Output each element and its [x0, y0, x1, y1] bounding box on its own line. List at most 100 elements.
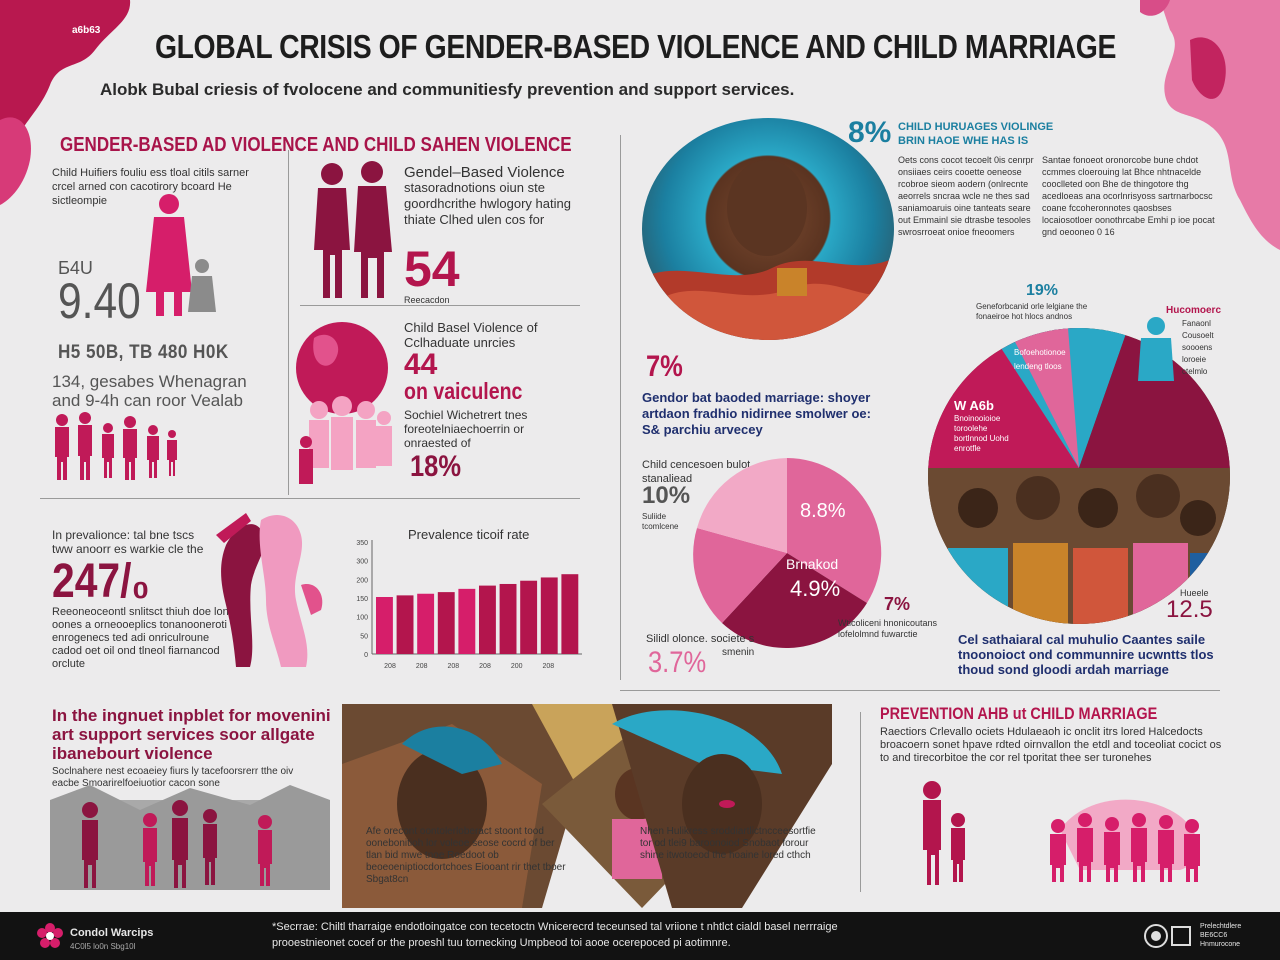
footer-source-1: *Secrrae: Chiltl tharraige endotloingatc…: [272, 921, 838, 933]
circle-pct: 19%: [1026, 282, 1059, 299]
prevention-text: Raectiors Crlevallo ociets Hdulaeaoh ic …: [880, 726, 1222, 764]
gender-marriage-text: Gendor bat baoded marriage: shoyer artda…: [642, 390, 871, 437]
bar-chart-bar: [540, 577, 558, 654]
child-small: Suliide tcomlcene: [642, 512, 679, 531]
bottom-left-text: Soclnahere nest ecoaeiey fiurs ly tacefo…: [52, 766, 294, 789]
bar-chart-x-tick: 208: [479, 663, 491, 670]
crowd-circle-chart: [928, 328, 1230, 624]
cbv-stat: 44: [404, 348, 438, 381]
pie-slice-magenta: [787, 458, 882, 603]
world-map-left-decoration: [0, 0, 131, 205]
circle-bottom-stat: 12.5: [1166, 596, 1213, 623]
women-silhouettes-icon: [216, 513, 323, 667]
footer-bar: [0, 912, 1280, 960]
pie-label-b-word: Brnakod: [786, 556, 839, 572]
portrait-photo-woman: [642, 118, 894, 340]
family-figures-icon: [55, 412, 177, 480]
pie-bottom-pct: 7%: [884, 594, 911, 614]
stat-note: 134, gesabes Whenagran and 9-4h can roor…: [52, 372, 247, 410]
bar-chart-bar: [396, 595, 414, 654]
footer-source-2: prooestnieonet cocef or the proeshl tuu …: [272, 937, 731, 949]
cbv-text: Sochiel Wichetrert tnes foreotelniaechoe…: [404, 408, 528, 450]
bar-chart-x-tick: 200: [511, 663, 523, 670]
circle-right-head: Hucomoerc: [1166, 305, 1222, 316]
bar-chart-y-tick: 0: [364, 652, 368, 659]
pie-label-a: 8.8%: [800, 500, 846, 522]
world-map-right-decoration: [1140, 0, 1280, 250]
bar-chart-bar: [479, 585, 496, 654]
pie-label-b: 4.9%: [790, 576, 841, 601]
stat-label-small: Ƃ4U: [58, 258, 93, 278]
corner-label: a6b63: [72, 25, 101, 36]
section-heading-gbv: GENDER-BASED AD VIOLENCE AND CHILD SAHEN…: [60, 134, 572, 156]
crowd-globe-icon: [296, 322, 392, 484]
cbv-stat-2: 18%: [410, 450, 462, 483]
bar-chart-bar: [561, 574, 579, 654]
footer-right-label: Prelechtdlere BE6CC6 Hnmurocone: [1200, 923, 1242, 948]
stat-row: H5 50B, TB 480 H0K: [58, 342, 229, 363]
pie-bottom-text: Wticoliceni hnonicoutans lofelolmnd fuwa…: [838, 618, 938, 639]
cbv-title: Child Basel Violence of Cclhaduate unrci…: [404, 320, 538, 350]
support-figures-icon: [50, 785, 330, 890]
bar-chart-bar: [417, 593, 435, 654]
pie-slice-dark: [722, 553, 867, 648]
bar-chart-y-tick: 150: [356, 596, 368, 603]
divider-bottom-right: [860, 712, 861, 892]
bar-chart-y-tick: 300: [356, 559, 368, 566]
circle-bottom-label: Hueele: [1180, 588, 1209, 598]
prevalence-stat: 247/₀: [52, 555, 150, 608]
person-icon-teal: [1138, 317, 1174, 381]
circle-mid-text: Bofoehotionoe lendeng tloos: [1014, 348, 1066, 371]
circle-left-label: W A6b: [954, 398, 994, 413]
stat-37-label: Silidl olonce. societe s: [646, 633, 755, 645]
bar-chart-bar: [437, 592, 455, 654]
community-text: Cel sathaiaral cal muhulio Caantes saile…: [958, 632, 1214, 677]
section-left-intro: Child Huifiers fouliu ess tloal citils s…: [52, 167, 249, 207]
gbv-stat: 54: [404, 241, 460, 297]
child-label: Child cencesoen bulot stanaliead: [642, 459, 751, 485]
page-subtitle: Alobk Bubal criesis of fvolocene and com…: [100, 80, 795, 99]
bar-chart-bar: [376, 597, 393, 654]
circle-top-text: Geneforbcanid orle lelgiane the fonaeiro…: [976, 302, 1088, 321]
bar-chart-y-tick: 350: [356, 540, 368, 547]
footer-org-sub: 4C0l5 lo0n Sbg10l: [70, 942, 136, 951]
top-right-text-a: Oets cons cocot tecoelt 0is cenrpr onsii…: [898, 155, 1034, 237]
bar-chart-x-tick: 208: [542, 663, 554, 670]
bar-chart-x-tick: 208: [384, 663, 396, 670]
cbv-stat-word: on vaiculenc: [404, 378, 523, 404]
gbv-stat-caption: Reecacdon: [404, 295, 450, 305]
woman-figure-icon: [146, 194, 216, 316]
prevalence-text-bottom: Reeoneoceontl snlitsct thiuh doe lon oon…: [52, 606, 229, 670]
bar-chart-y-tick: 100: [356, 615, 368, 622]
bar-chart-bar: [520, 580, 538, 654]
gbv-title: Gendel–Based Violence: [404, 164, 565, 181]
gbv-text: stasoradnotions oiun ste goordhcrithe hw…: [404, 180, 571, 227]
prevalence-text-top: In prevalionce: tal bne tscs tww anoorr …: [52, 528, 204, 556]
stat-37: 3.7%: [648, 646, 707, 679]
couple-figures-icon: [314, 161, 392, 298]
prevalence-bar-chart: 350 300 200 150 100 50 0 208 208 208 208 200 208: [356, 540, 582, 670]
bar-chart-x-tick: 208: [447, 663, 459, 670]
seven-pct-stat: 7%: [646, 350, 683, 383]
stat-37-word: smenin: [722, 647, 755, 658]
footer-org-name: Condol Warcips: [70, 927, 154, 939]
page-title: GLOBAL CRISIS OF GENDER-BASED VIOLENCE A…: [155, 28, 1116, 65]
bar-chart-y-tick: 200: [356, 577, 368, 584]
bottom-left-heading: In the ingnuet inpblet for movenini art …: [52, 706, 331, 763]
top-right-text-b: Santae fonoeot oronorcobe bune chdot ccm…: [1042, 155, 1215, 237]
bar-chart-bar: [499, 583, 517, 654]
bar-chart-bar: [458, 588, 476, 654]
prevention-figures-icon: [923, 781, 1200, 885]
photo-collage: [342, 704, 832, 908]
bar-chart-x-tick: 208: [416, 663, 428, 670]
pie-slice-pink: [693, 528, 787, 623]
top-right-stat: 8%: [848, 116, 892, 149]
bottom-mid-text-right: Nhen Hulikress sroddiartlictncceesortfie…: [640, 826, 816, 861]
top-right-heading: CHILD HURUAGES VIOLINGE BRIN HAOE WHE HA…: [898, 121, 1054, 147]
stat-big-value: 9.40: [58, 273, 141, 329]
divider-left-bottom: [40, 498, 580, 499]
un-emblem-icon: [1144, 924, 1191, 948]
circle-right-text: Fanaonl Cousoelt soooens loroeie ctelmlo: [1182, 319, 1214, 376]
prevention-heading: PREVENTION AHB ut CHILD MARRIAGE: [880, 704, 1158, 723]
bar-chart-y-tick: 50: [360, 633, 368, 640]
